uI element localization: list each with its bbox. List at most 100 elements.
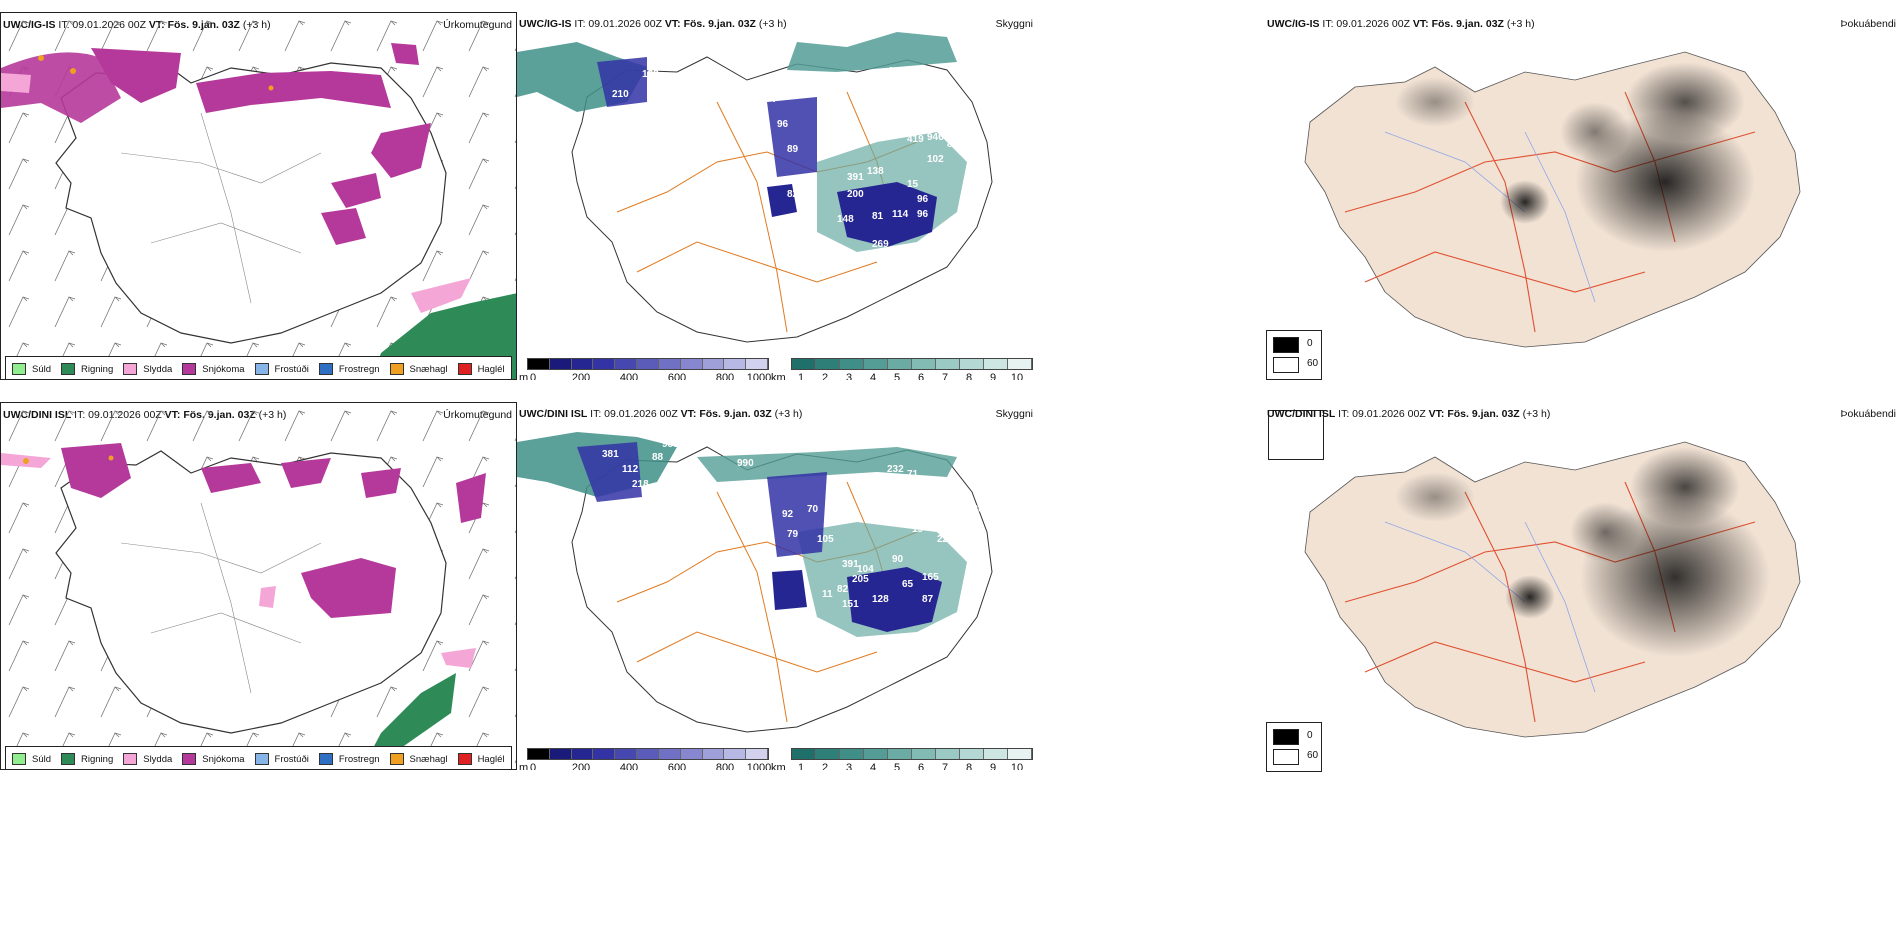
- legend-item: Frostúði: [254, 753, 309, 765]
- panel-title: Skyggni: [995, 18, 1033, 30]
- fog-legend-low-swatch: [1273, 357, 1299, 373]
- legend-item: Snjókoma: [182, 753, 245, 765]
- ceiling-label: 461: [887, 66, 904, 77]
- ceiling-label: 65: [902, 579, 914, 590]
- ceiling-label: 142: [847, 79, 864, 90]
- legend-swatch: [318, 753, 333, 765]
- colorbar-block: [888, 749, 912, 759]
- legend-item: Frostúði: [254, 363, 309, 375]
- ceiling-label: 987: [662, 439, 679, 450]
- ceiling-label: 269: [872, 239, 889, 250]
- legend-swatch: [123, 753, 138, 765]
- colorbar-block: [615, 359, 638, 369]
- colorbar-block: [658, 359, 681, 369]
- colorbar-block: [680, 359, 703, 369]
- ceiling-label: 946: [927, 132, 944, 143]
- legend-swatch: [12, 753, 26, 765]
- legend-item: Rigning: [61, 753, 113, 765]
- ceiling-label: 151: [842, 599, 859, 610]
- ceiling-colorbar: m 0 200 400 600 800 1000: [519, 748, 771, 770]
- colorbar-block: [816, 359, 840, 369]
- fog-map: [1304, 441, 1801, 738]
- legend-swatch: [318, 363, 333, 375]
- precip-legend: Súld Rigning Slydda Snjókoma Frostúði Fr…: [5, 356, 512, 379]
- colorbar-block: [571, 359, 594, 369]
- ceiling-label: 146: [737, 194, 754, 205]
- ceiling-label: 72: [942, 109, 954, 120]
- visibility-panel-row1: UWC/IG-IS IT: 09.01.2026 00Z VT: Fös. 9.…: [517, 12, 1037, 380]
- ceiling-label: 104: [857, 564, 874, 575]
- colorbar-block: [549, 749, 572, 759]
- colorbar-block: [658, 749, 681, 759]
- ceiling-label: 122: [642, 69, 659, 80]
- colorbar-block: [1008, 749, 1032, 759]
- ceiling-label: 81: [872, 211, 884, 222]
- ceiling-label: 89: [787, 144, 799, 155]
- ceiling-label: 391: [847, 172, 864, 183]
- colorbar-block: [528, 359, 550, 369]
- ceiling-label: 22: [937, 534, 949, 545]
- ceiling-label: 15: [907, 179, 919, 190]
- iceland-outline: [55, 450, 447, 734]
- colorbar-block: [960, 749, 984, 759]
- colorbar-block: [549, 359, 572, 369]
- legend-item: Slydda: [123, 753, 172, 765]
- ceiling-label: 148: [837, 214, 854, 225]
- ceiling-label: 128: [872, 594, 889, 605]
- fog-legend-low-swatch: [1273, 749, 1299, 765]
- colorbar-block: [593, 359, 616, 369]
- colorbar-block: [984, 359, 1008, 369]
- ceiling-label: 82: [837, 584, 849, 595]
- fog-legend-high-swatch: [1273, 729, 1299, 745]
- legend-swatch: [457, 753, 472, 765]
- colorbar-block: [912, 359, 936, 369]
- ceiling-label: 200: [847, 189, 864, 200]
- ceiling-label: 210: [612, 89, 629, 100]
- ceiling-label: 19: [912, 524, 924, 535]
- legend-swatch: [12, 363, 26, 375]
- ceiling-label: 15: [817, 149, 829, 160]
- legend-swatch: [389, 753, 404, 765]
- ceiling-label: 391: [842, 559, 859, 570]
- legend-swatch: [389, 363, 404, 375]
- colorbar-block: [593, 749, 616, 759]
- colorbar-block: [724, 359, 747, 369]
- panel-header: UWC/IG-IS IT: 09.01.2026 00Z VT: Fös. 9.…: [519, 18, 787, 30]
- colorbar-block: [816, 749, 840, 759]
- colorbar-block: [960, 359, 984, 369]
- fog-panel-row2: UWC/DINI ISL IT: 09.01.2026 00Z VT: Fös.…: [1265, 402, 1900, 770]
- ceiling-label: 105: [817, 534, 834, 545]
- legend-item: Snæhagl: [389, 363, 448, 375]
- legend-item: Frostregn: [318, 363, 380, 375]
- fog-legend-high-swatch: [1273, 337, 1299, 353]
- legend-swatch: [182, 363, 197, 375]
- legend-swatch: [457, 363, 472, 375]
- colorbar-block: [912, 749, 936, 759]
- panel-title: Þokuábendi: [1840, 18, 1896, 30]
- ceiling-label: 87: [922, 594, 934, 605]
- precip-legend: Súld Rigning Slydda Snjókoma Frostúði Fr…: [5, 746, 512, 769]
- panel-header: UWC/DINI ISL IT: 09.01.2026 00Z VT: Fös.…: [1267, 408, 1551, 420]
- ceiling-label: 218: [632, 479, 649, 490]
- iceland-outline: [55, 60, 447, 344]
- colorbar-block: [637, 749, 659, 759]
- ceiling-label: 112: [622, 464, 639, 475]
- fog-legend: 0 60: [1266, 330, 1322, 380]
- ceiling-label: 70: [807, 504, 819, 515]
- panel-header: UWC/DINI ISL IT: 09.01.2026 00Z VT: Fös.…: [519, 408, 803, 420]
- colorbar-block: [702, 749, 725, 759]
- ceiling-label: 282: [872, 474, 889, 485]
- ceiling-label: 419: [907, 134, 924, 145]
- colorbar-block: [792, 359, 816, 369]
- ceiling-label: 96: [777, 119, 789, 130]
- ceiling-label: 148: [852, 479, 869, 490]
- fog-legend-row1: [1268, 410, 1324, 460]
- ceiling-label: 11: [822, 589, 833, 600]
- legend-item: Frostregn: [318, 753, 380, 765]
- colorbar-block: [984, 749, 1008, 759]
- colorbar-block: [840, 749, 864, 759]
- colorbar-block: [528, 749, 550, 759]
